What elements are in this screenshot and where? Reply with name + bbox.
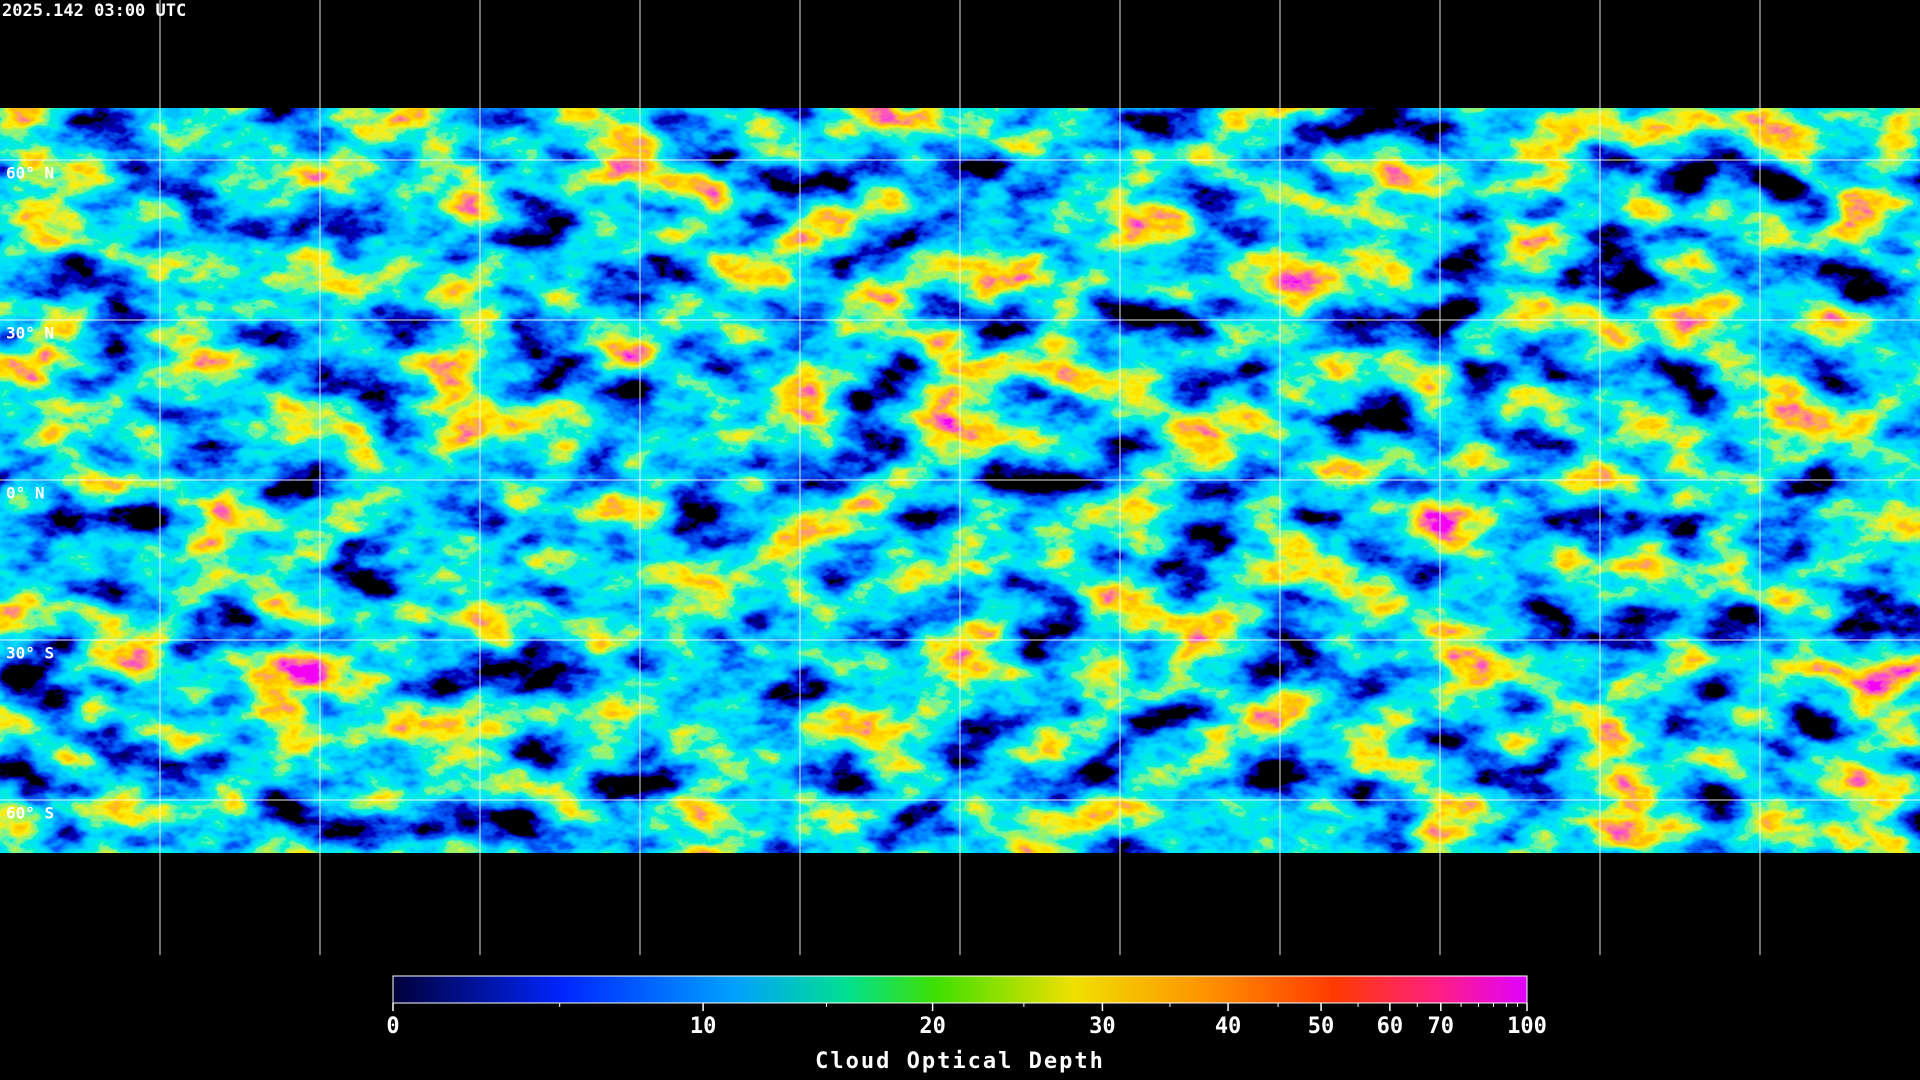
colorbar-label: Cloud Optical Depth bbox=[815, 1049, 1105, 1074]
colorbar-tick-label: 60 bbox=[1377, 1014, 1404, 1039]
colorbar-tick-label: 20 bbox=[919, 1014, 946, 1039]
colorbar-tick-label: 100 bbox=[1507, 1014, 1547, 1039]
colorbar-tick-label: 10 bbox=[690, 1014, 717, 1039]
colorbar bbox=[392, 975, 1528, 1004]
colorbar-tick-label: 70 bbox=[1428, 1014, 1455, 1039]
graticule bbox=[0, 0, 1920, 955]
colorbar-tick-label: 50 bbox=[1308, 1014, 1335, 1039]
latitude-label: 0° N bbox=[6, 484, 45, 503]
colorbar-tick-label: 40 bbox=[1215, 1014, 1242, 1039]
latitude-label: 60° N bbox=[6, 164, 54, 183]
colorbar-tick-label: 0 bbox=[386, 1014, 399, 1039]
timestamp: 2025.142 03:00 UTC bbox=[2, 1, 186, 21]
latitude-label: 60° S bbox=[6, 804, 54, 823]
latitude-label: 30° S bbox=[6, 644, 54, 663]
latitude-label: 30° N bbox=[6, 324, 54, 343]
colorbar-tick-label: 30 bbox=[1089, 1014, 1116, 1039]
